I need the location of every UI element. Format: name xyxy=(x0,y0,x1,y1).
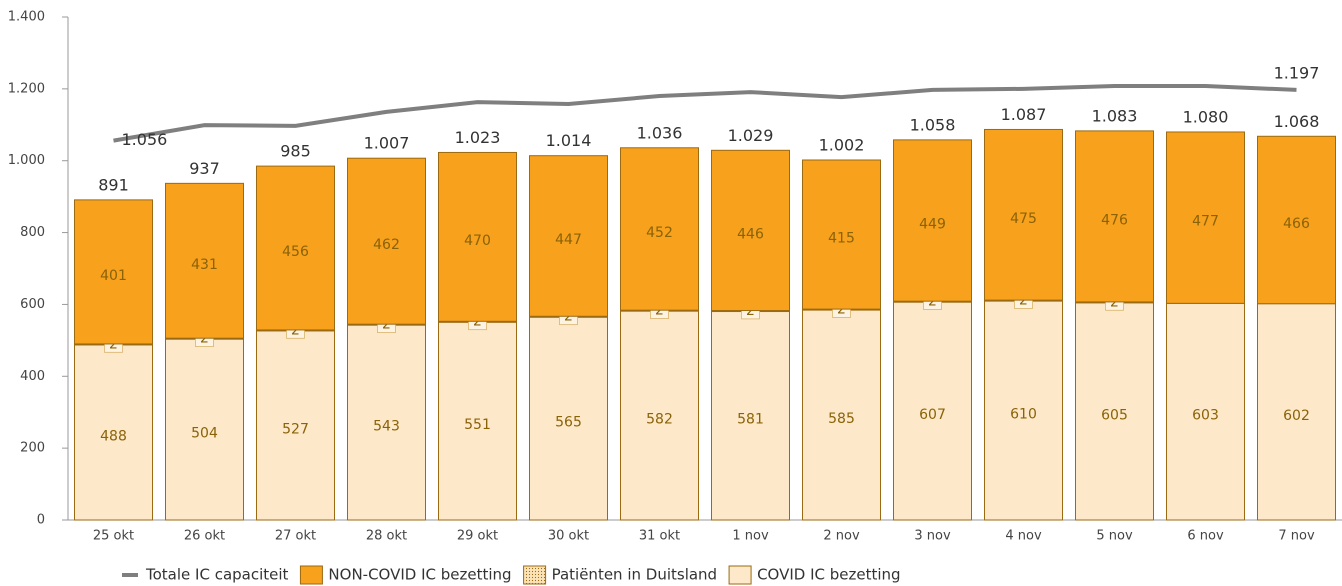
data-label: 607 xyxy=(919,407,946,423)
y-tick-label: 400 xyxy=(20,369,45,384)
x-tick-label: 30 okt xyxy=(548,529,589,544)
y-tick-label: 800 xyxy=(20,225,45,240)
total-label: 1.068 xyxy=(1274,112,1320,131)
legend-label: Patiënten in Duitsland xyxy=(552,566,717,584)
bar-segment xyxy=(347,324,426,521)
bar-segment xyxy=(1075,130,1154,303)
y-tick-label: 1.000 xyxy=(8,153,45,168)
line xyxy=(113,83,1297,143)
data-label: 401 xyxy=(100,268,127,284)
y-tick-label: 600 xyxy=(20,297,45,312)
legend-swatch xyxy=(523,565,547,585)
data-label: 551 xyxy=(464,417,491,433)
bar-segment xyxy=(802,159,881,310)
x-tick-label: 29 okt xyxy=(457,529,498,544)
y-tick-label: 1.200 xyxy=(8,81,45,96)
x-tick-label: 31 okt xyxy=(639,529,680,544)
bar-segment xyxy=(256,330,335,521)
legend-label: COVID IC bezetting xyxy=(757,566,901,584)
total-label: 1.087 xyxy=(1001,105,1047,124)
total-label: 1.036 xyxy=(637,123,683,142)
bar-segment xyxy=(1257,135,1336,305)
data-label: 488 xyxy=(100,428,127,444)
data-label: 504 xyxy=(191,425,218,441)
bar-segment xyxy=(1166,131,1245,304)
bar-segment xyxy=(529,316,608,521)
x-tick-label: 27 okt xyxy=(275,529,316,544)
bar-segment xyxy=(529,155,608,317)
data-label: 527 xyxy=(282,421,309,437)
data-label: 446 xyxy=(737,226,764,242)
data-label: 603 xyxy=(1192,408,1219,424)
data-label: 543 xyxy=(373,418,400,434)
x-tick-label: 25 okt xyxy=(93,529,134,544)
legend-swatch xyxy=(728,565,752,585)
total-label: 1.029 xyxy=(728,126,774,145)
data-label: 581 xyxy=(737,412,764,428)
data-label: 470 xyxy=(464,233,491,249)
bar-segment xyxy=(74,199,153,345)
bar-segment xyxy=(620,147,699,311)
total-label: 1.080 xyxy=(1183,107,1229,126)
total-label: 1.083 xyxy=(1092,106,1138,125)
line-label: 1.197 xyxy=(1274,63,1320,82)
data-label: 585 xyxy=(828,411,855,427)
data-label: 605 xyxy=(1101,407,1128,423)
x-tick-label: 4 nov xyxy=(1005,529,1042,544)
data-label: 475 xyxy=(1010,211,1037,227)
data-label: 610 xyxy=(1010,406,1037,422)
data-label: 431 xyxy=(191,257,218,273)
bar-segment xyxy=(438,321,517,521)
total-label: 1.023 xyxy=(455,128,501,147)
x-tick-label: 26 okt xyxy=(184,529,225,544)
bar-segment xyxy=(711,149,790,312)
data-label: 415 xyxy=(828,231,855,247)
total-label: 1.007 xyxy=(364,134,410,153)
x-tick-label: 2 nov xyxy=(823,529,860,544)
data-label: 466 xyxy=(1283,216,1310,232)
legend-label: NON-COVID IC bezetting xyxy=(328,566,511,584)
x-tick-label: 7 nov xyxy=(1278,529,1315,544)
data-label: 449 xyxy=(919,217,946,233)
bar-segment xyxy=(984,300,1063,521)
bar-segment xyxy=(620,310,699,521)
bar-segment xyxy=(347,157,426,325)
total-label: 891 xyxy=(98,175,129,194)
data-label: 476 xyxy=(1101,212,1128,228)
data-label: 447 xyxy=(555,232,582,248)
data-label: 565 xyxy=(555,415,582,431)
legend-swatch xyxy=(299,565,323,585)
y-tick-label: 1.400 xyxy=(8,10,45,25)
total-label: 985 xyxy=(280,142,311,161)
total-label: 1.014 xyxy=(546,131,592,150)
bar-segment xyxy=(438,151,517,322)
data-label: 582 xyxy=(646,411,673,427)
data-label: 462 xyxy=(373,237,400,253)
x-tick-label: 1 nov xyxy=(732,529,769,544)
bar-segment xyxy=(984,128,1063,301)
data-label: 602 xyxy=(1283,408,1310,424)
x-tick-label: 28 okt xyxy=(366,529,407,544)
bar-segment xyxy=(893,301,972,521)
y-tick-label: 0 xyxy=(37,513,45,528)
bar-segment xyxy=(256,165,335,331)
bar-segment xyxy=(165,338,244,521)
data-label: 456 xyxy=(282,244,309,260)
total-label: 1.002 xyxy=(819,135,865,154)
bar-segment xyxy=(1075,302,1154,521)
legend-label: Totale IC capaciteit xyxy=(145,566,289,584)
line-label: 1.056 xyxy=(122,130,168,149)
y-tick-label: 200 xyxy=(20,441,45,456)
bar-segment xyxy=(893,139,972,302)
data-label: 477 xyxy=(1192,214,1219,230)
data-label: 452 xyxy=(646,225,673,241)
x-tick-label: 6 nov xyxy=(1187,529,1224,544)
x-tick-label: 3 nov xyxy=(914,529,951,544)
bar-segment xyxy=(165,182,244,339)
total-label: 1.058 xyxy=(910,115,956,134)
total-label: 937 xyxy=(189,159,220,178)
x-tick-label: 5 nov xyxy=(1096,529,1133,544)
